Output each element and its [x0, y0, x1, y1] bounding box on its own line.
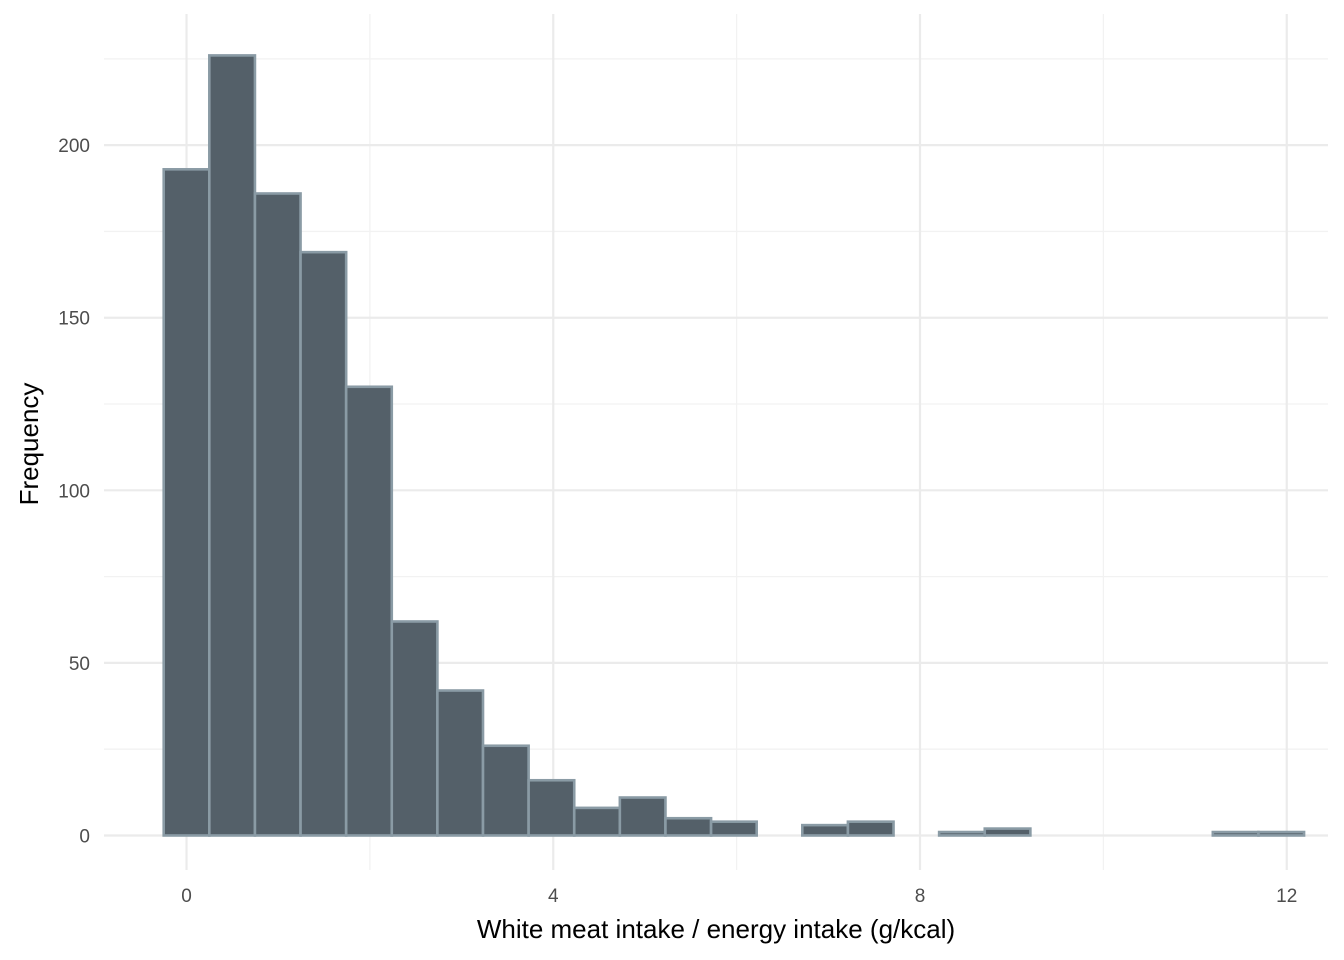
histogram-bar [527, 778, 576, 837]
y-axis-title: Frequency [14, 383, 44, 506]
histogram-bar [162, 168, 211, 837]
y-tick-label: 50 [69, 654, 90, 675]
histogram-bar [208, 54, 257, 837]
histogram-bar [618, 796, 667, 837]
x-tick-label: 0 [181, 886, 192, 907]
y-tick-label: 200 [58, 136, 90, 157]
x-tick-label: 4 [548, 886, 559, 907]
histogram-bar [846, 820, 895, 837]
histogram-bar [664, 816, 713, 837]
histogram-bar [436, 689, 485, 837]
histogram-bar [1257, 830, 1306, 837]
histogram-bar [572, 806, 622, 837]
histogram-bar [1211, 830, 1260, 837]
histogram-bar [481, 744, 530, 837]
y-tick-label: 0 [79, 826, 90, 847]
x-tick-label: 12 [1276, 886, 1297, 907]
x-tick-label: 8 [915, 886, 926, 907]
y-tick-label: 150 [58, 309, 90, 330]
histogram-bar [344, 385, 394, 837]
histogram-bar [299, 250, 348, 837]
histogram-bars [162, 54, 1306, 837]
histogram-bar [390, 620, 439, 837]
histogram-bar [983, 827, 1032, 837]
y-tick-label: 100 [58, 481, 90, 502]
x-axis-title: White meat intake / energy intake (g/kca… [477, 914, 955, 944]
tick-labels: 0 4 8 12 0 50 100 150 200 [58, 136, 1297, 907]
histogram-bar [937, 830, 987, 837]
histogram-bar [800, 823, 850, 837]
histogram-bar [253, 192, 302, 837]
histogram-bar [709, 820, 758, 837]
